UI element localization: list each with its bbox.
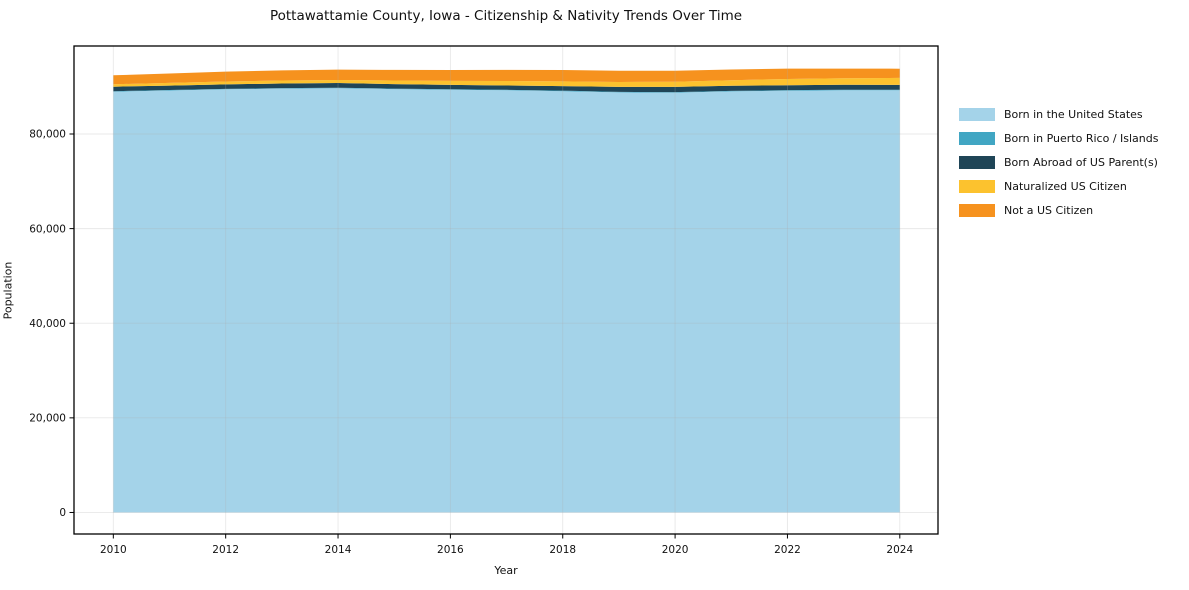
legend: Born in the United States Born in Puerto … <box>959 108 1158 217</box>
x-tick-label: 2014 <box>325 544 352 556</box>
y-tick-label: 60,000 <box>29 223 66 235</box>
chart-title: Pottawattamie County, Iowa - Citizenship… <box>269 8 743 24</box>
legend-swatch <box>959 132 995 145</box>
legend-swatch <box>959 108 995 121</box>
legend-item: Born in Puerto Rico / Islands <box>959 132 1158 145</box>
legend-swatch <box>959 204 995 217</box>
y-tick-label: 80,000 <box>29 129 66 141</box>
legend-label: Born in Puerto Rico / Islands <box>1004 132 1159 145</box>
x-tick-label: 2018 <box>549 544 576 556</box>
legend-item: Not a US Citizen <box>959 204 1158 217</box>
x-tick-label: 2010 <box>100 544 127 556</box>
x-tick-label: 2020 <box>662 544 689 556</box>
x-tick-label: 2016 <box>437 544 464 556</box>
area-series-2 <box>113 83 900 93</box>
area-series-4 <box>113 68 900 85</box>
legend-item: Born Abroad of US Parent(s) <box>959 156 1158 169</box>
x-axis-label: Year <box>494 564 518 577</box>
plot-border <box>73 45 939 535</box>
legend-item: Born in the United States <box>959 108 1158 121</box>
y-axis-label: Population <box>1 261 15 320</box>
area-series-0 <box>113 88 900 513</box>
legend-label: Born in the United States <box>1004 108 1143 121</box>
legend-swatch <box>959 180 995 193</box>
legend-label: Naturalized US Citizen <box>1004 180 1127 193</box>
legend-label: Born Abroad of US Parent(s) <box>1004 156 1158 169</box>
x-tick-label: 2012 <box>212 544 239 556</box>
y-tick-label: 20,000 <box>29 413 66 425</box>
legend-swatch <box>959 156 995 169</box>
x-tick-label: 2024 <box>886 544 913 556</box>
legend-item: Naturalized US Citizen <box>959 180 1158 193</box>
legend-label: Not a US Citizen <box>1004 204 1094 217</box>
x-tick-label: 2022 <box>774 544 801 556</box>
y-tick-label: 40,000 <box>29 318 66 330</box>
area-series-3 <box>113 77 900 87</box>
y-tick-label: 0 <box>59 507 66 519</box>
